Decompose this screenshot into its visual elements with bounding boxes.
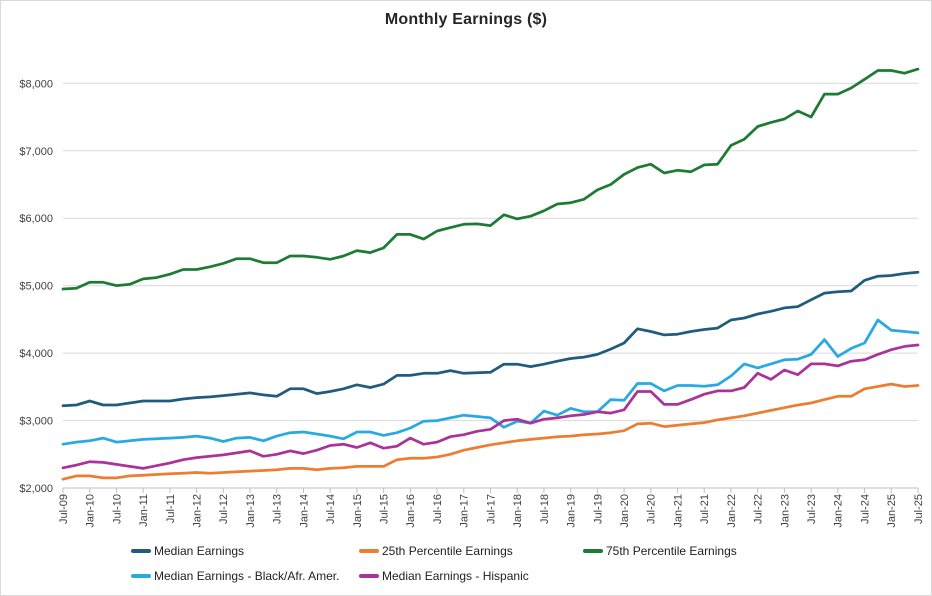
x-axis-label: Jan-13	[245, 494, 257, 528]
y-axis-label: $4,000	[19, 348, 53, 360]
x-axis-label: Jul-25	[913, 494, 925, 524]
legend-item-75th-percentile: 75th Percentile Earnings	[583, 544, 737, 558]
y-axis-label: $2,000	[19, 483, 53, 495]
x-axis-label: Jan-23	[779, 494, 791, 528]
x-axis-label: Jan-14	[298, 494, 310, 528]
y-axis-label: $3,000	[19, 416, 53, 428]
x-axis-label: Jan-20	[619, 494, 631, 528]
x-axis-label: Jan-15	[352, 494, 364, 528]
75th-percentile-swatch-icon	[583, 549, 603, 553]
x-axis-label: Jul-24	[859, 494, 871, 524]
series-line-median-earnings	[61, 270, 920, 408]
x-axis-label: Jul-15	[378, 494, 390, 524]
x-axis-label: Jul-11	[165, 494, 177, 523]
legend-label: Median Earnings	[154, 544, 245, 558]
legend-item-median-earnings: Median Earnings	[131, 544, 244, 558]
y-axis-label: $6,000	[19, 213, 53, 225]
x-axis-label: Jul-14	[325, 494, 337, 524]
series-line-median-earnings-hispanic	[61, 343, 920, 470]
y-axis-label: $5,000	[19, 281, 53, 293]
x-axis-label: Jul-12	[218, 494, 230, 524]
x-axis-label: Jan-22	[726, 494, 738, 528]
legend-item-black-afr-amer: Median Earnings - Black/Afr. Amer.	[131, 569, 339, 583]
legend-label: 75th Percentile Earnings	[606, 544, 737, 558]
x-axis-label: Jan-24	[833, 494, 845, 528]
x-axis-label: Jul-18	[539, 494, 551, 524]
x-axis-label: Jan-17	[459, 494, 471, 528]
x-axis-label: Jan-21	[672, 494, 684, 528]
series-line-25th-percentile-earnings	[61, 382, 920, 481]
legend-label: Median Earnings - Black/Afr. Amer.	[154, 569, 340, 583]
x-axis-label: Jul-20	[646, 494, 658, 524]
x-axis-label: Jul-21	[699, 494, 711, 524]
series-line-median-earnings-black-afr-amer	[61, 318, 920, 446]
x-axis-label: Jul-23	[806, 494, 818, 524]
legend-label: Median Earnings - Hispanic	[382, 569, 529, 583]
legend-item-25th-percentile: 25th Percentile Earnings	[359, 544, 513, 558]
25th-percentile-swatch-icon	[359, 549, 379, 553]
x-axis-label: Jul-19	[592, 494, 604, 524]
y-axis-label: $8,000	[19, 78, 53, 90]
y-axis-label: $7,000	[19, 146, 53, 158]
x-axis-label: Jan-16	[405, 494, 417, 528]
x-axis-label: Jul-22	[753, 494, 765, 524]
x-axis-label: Jul-13	[272, 494, 284, 524]
x-axis-label: Jul-10	[111, 494, 123, 524]
x-axis-label: Jan-10	[85, 494, 97, 528]
x-axis-label: Jan-12	[191, 494, 203, 528]
legend-label: 25th Percentile Earnings	[382, 544, 513, 558]
median-earnings-swatch-icon	[131, 549, 151, 553]
chart-title: Monthly Earnings ($)	[384, 11, 548, 28]
x-axis-label: Jul-16	[432, 494, 444, 524]
x-axis-label: Jul-09	[58, 494, 70, 524]
x-axis-label: Jan-25	[886, 494, 898, 528]
x-axis-label: Jan-19	[566, 494, 578, 528]
black-afr-amer-swatch-icon	[131, 574, 151, 578]
x-axis-label: Jul-17	[485, 494, 497, 524]
series-line-75th-percentile-earnings	[61, 67, 920, 291]
hispanic-swatch-icon	[359, 574, 379, 578]
x-axis-label: Jan-11	[138, 494, 150, 527]
legend-item-hispanic: Median Earnings - Hispanic	[359, 569, 529, 583]
x-axis-label: Jan-18	[512, 494, 524, 528]
